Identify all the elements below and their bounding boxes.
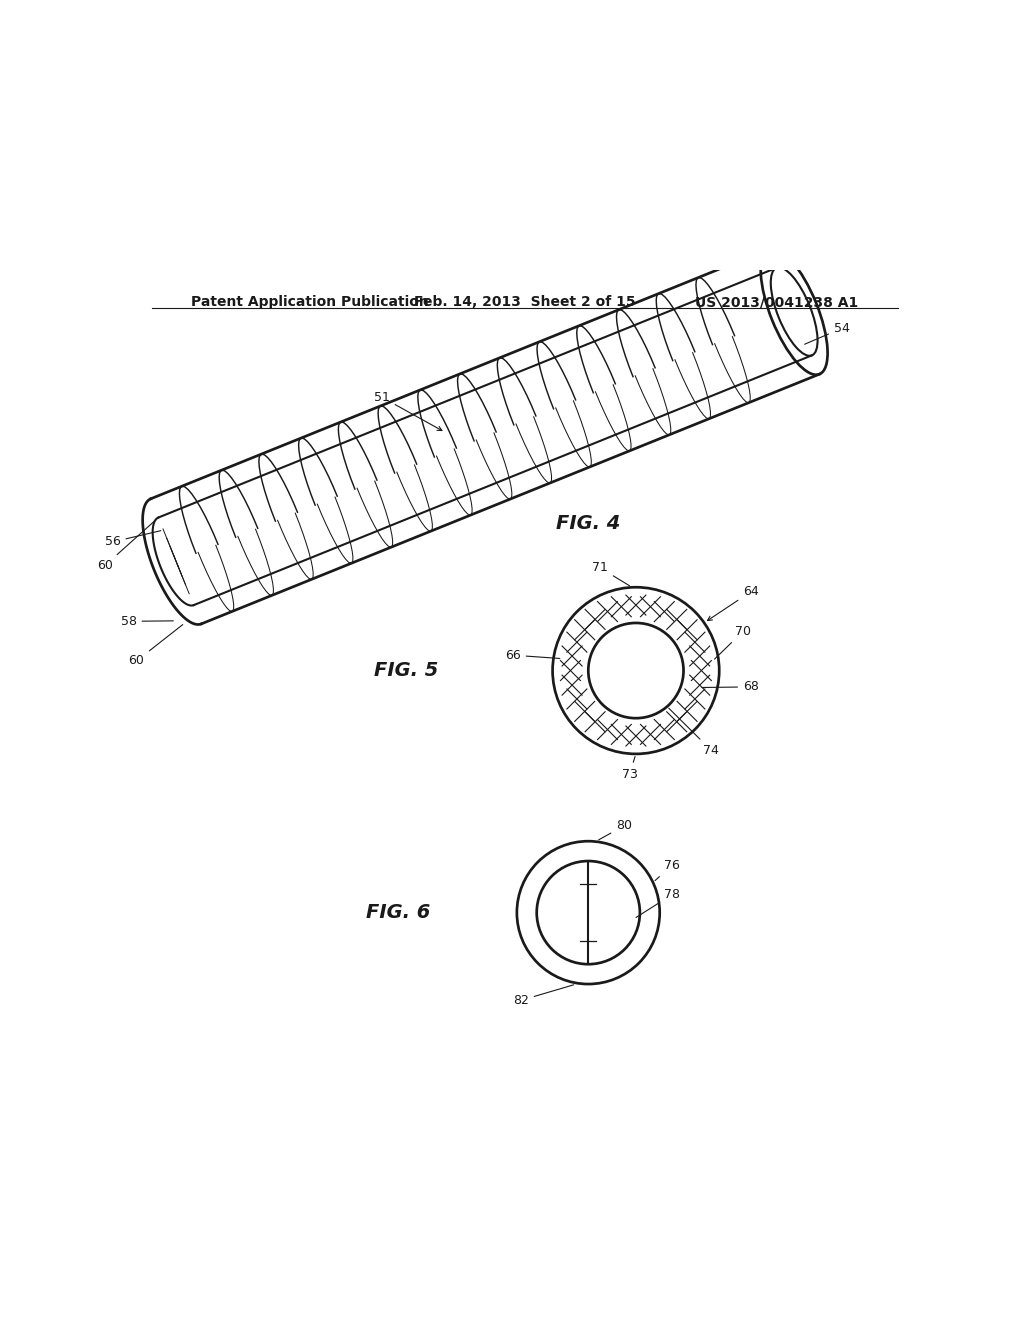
Text: FIG. 5: FIG. 5	[374, 661, 438, 680]
Text: 73: 73	[622, 756, 638, 780]
Text: 68: 68	[701, 680, 759, 693]
Text: 58: 58	[121, 615, 173, 628]
Text: 54: 54	[805, 322, 850, 345]
Text: 66: 66	[505, 648, 560, 661]
Text: 76: 76	[655, 859, 680, 880]
Text: 71: 71	[592, 561, 630, 586]
Text: FIG. 4: FIG. 4	[556, 515, 621, 533]
Text: 56: 56	[104, 531, 161, 548]
Text: Feb. 14, 2013  Sheet 2 of 15: Feb. 14, 2013 Sheet 2 of 15	[414, 296, 636, 309]
Text: 70: 70	[715, 624, 752, 659]
Text: 78: 78	[636, 888, 680, 917]
Text: 80: 80	[599, 820, 632, 840]
Text: 60: 60	[96, 519, 157, 573]
Text: Patent Application Publication: Patent Application Publication	[191, 296, 429, 309]
Text: 64: 64	[708, 585, 759, 620]
Text: 82: 82	[513, 985, 573, 1007]
Text: FIG. 6: FIG. 6	[366, 903, 430, 923]
Text: US 2013/0041238 A1: US 2013/0041238 A1	[695, 296, 858, 309]
Text: 60: 60	[128, 624, 182, 668]
Text: 51: 51	[374, 391, 442, 430]
Text: 74: 74	[669, 709, 719, 756]
